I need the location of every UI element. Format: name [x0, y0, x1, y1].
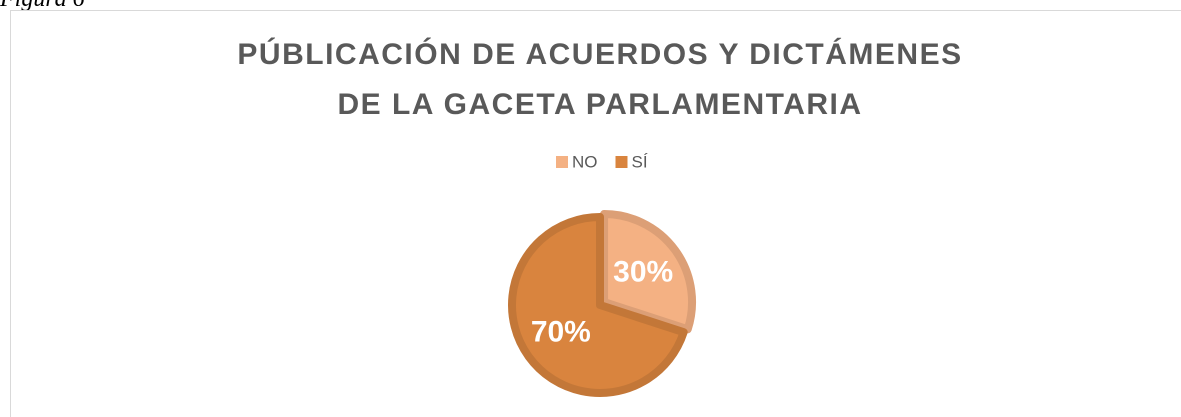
data-label: 30%	[613, 256, 673, 289]
chart-frame	[10, 10, 1181, 417]
data-label: 70%	[531, 315, 591, 348]
legend-label: NO	[572, 152, 598, 171]
figure-label: Figura 6	[0, 0, 85, 13]
pie-slice	[600, 210, 697, 334]
legend-label: SÍ	[632, 152, 648, 171]
legend-swatch	[615, 156, 628, 168]
pie-slice	[508, 213, 688, 397]
chart-title: PÚBLICACIÓN DE ACUERDOS Y DICTÁMENES DE …	[237, 38, 963, 121]
legend-swatch	[556, 156, 568, 168]
